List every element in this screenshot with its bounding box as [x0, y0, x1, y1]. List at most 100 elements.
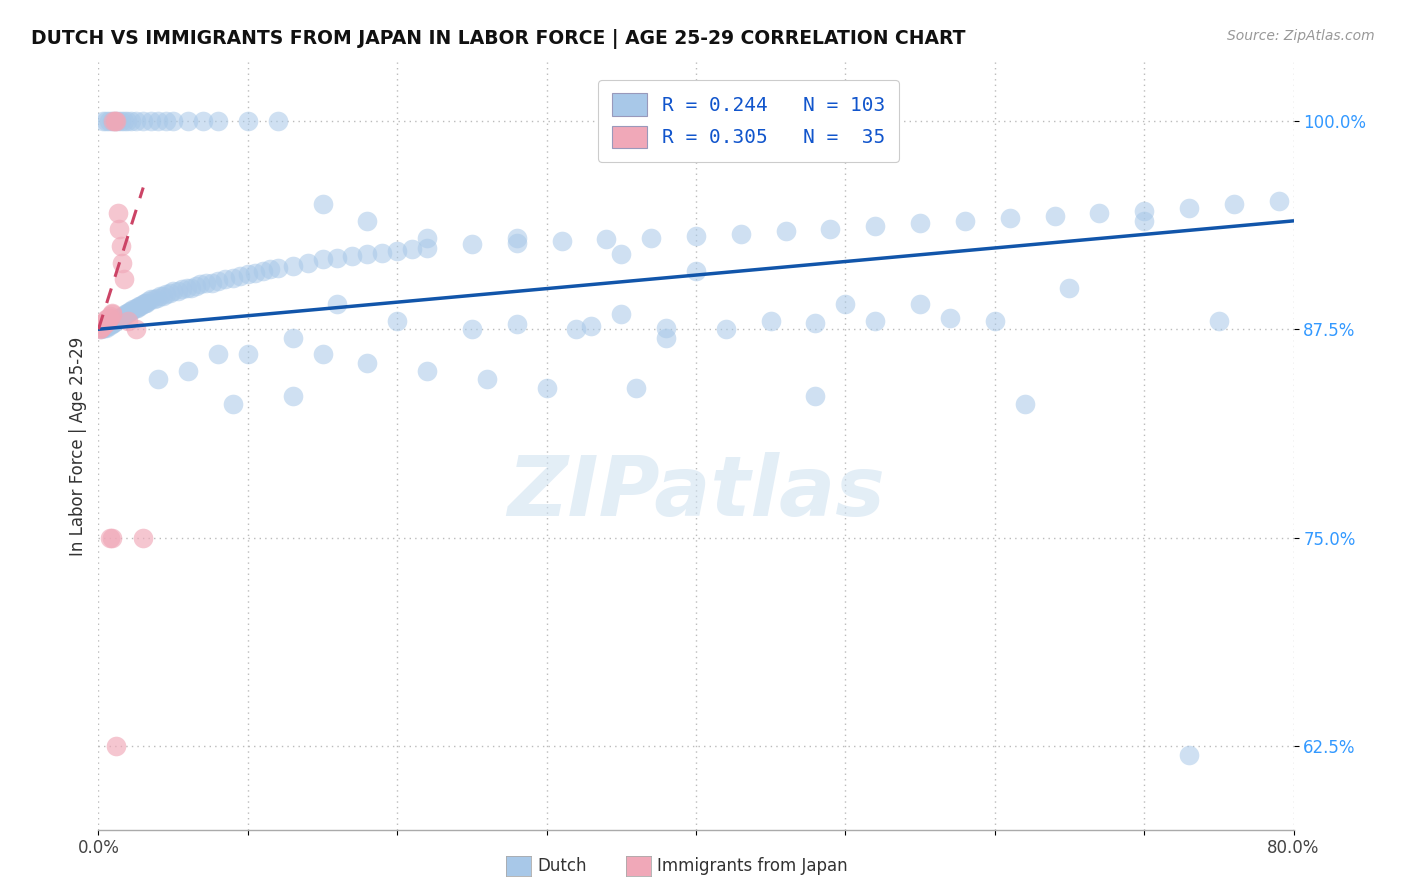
- Point: [775, 224, 797, 238]
- Point: [326, 251, 349, 265]
- Point: [385, 244, 409, 258]
- Point: [97, 318, 120, 332]
- Point: [506, 230, 529, 244]
- Point: [90, 320, 112, 334]
- Text: Immigrants from Japan: Immigrants from Japan: [657, 857, 848, 875]
- Point: [461, 237, 484, 252]
- Point: [98, 309, 122, 323]
- Point: [148, 113, 170, 128]
- Point: [236, 267, 259, 281]
- Point: [94, 312, 117, 326]
- Point: [177, 113, 200, 128]
- Point: [117, 314, 139, 328]
- Point: [236, 347, 259, 361]
- Point: [214, 272, 236, 286]
- Point: [98, 531, 122, 545]
- Point: [245, 266, 267, 280]
- Point: [149, 289, 172, 303]
- Point: [159, 285, 181, 300]
- Point: [162, 284, 184, 298]
- Point: [820, 222, 842, 236]
- Point: [93, 318, 115, 332]
- Point: [201, 276, 224, 290]
- Point: [188, 277, 211, 292]
- Point: [610, 307, 633, 321]
- Point: [342, 249, 364, 263]
- Point: [129, 299, 152, 313]
- Point: [1133, 203, 1156, 218]
- Point: [136, 293, 159, 308]
- Point: [118, 304, 141, 318]
- Point: [259, 262, 281, 277]
- Point: [714, 322, 737, 336]
- Point: [908, 297, 931, 311]
- Point: [804, 316, 827, 330]
- Point: [356, 247, 378, 261]
- Point: [984, 314, 1007, 328]
- Point: [166, 284, 188, 298]
- Point: [311, 252, 333, 267]
- Point: [94, 318, 117, 333]
- Point: [176, 280, 198, 294]
- Point: [107, 312, 129, 326]
- Point: [155, 113, 177, 128]
- Point: [96, 312, 118, 326]
- Point: [94, 320, 117, 334]
- Point: [1208, 314, 1230, 328]
- Point: [536, 381, 558, 395]
- Point: [93, 320, 115, 334]
- Point: [94, 113, 117, 128]
- Point: [834, 297, 856, 311]
- Point: [91, 318, 114, 333]
- Point: [939, 310, 962, 325]
- Point: [120, 304, 142, 318]
- Point: [91, 316, 114, 330]
- Point: [132, 113, 155, 128]
- Point: [104, 113, 127, 128]
- Point: [371, 245, 394, 260]
- Point: [281, 389, 304, 403]
- Point: [461, 322, 484, 336]
- Point: [112, 113, 135, 128]
- Point: [90, 322, 112, 336]
- Point: [110, 113, 132, 128]
- Point: [236, 113, 259, 128]
- Point: [326, 297, 349, 311]
- Point: [132, 531, 155, 545]
- Point: [356, 356, 378, 370]
- Point: [105, 739, 128, 754]
- Point: [112, 272, 135, 286]
- Point: [195, 276, 218, 290]
- Point: [550, 234, 572, 248]
- Point: [804, 389, 827, 403]
- Point: [121, 302, 143, 317]
- Point: [610, 247, 633, 261]
- Point: [104, 113, 127, 128]
- Point: [101, 307, 124, 321]
- Point: [127, 301, 149, 315]
- Point: [101, 531, 124, 545]
- Point: [128, 299, 150, 313]
- Point: [125, 322, 148, 336]
- Point: [1178, 201, 1201, 215]
- Point: [107, 205, 129, 219]
- Point: [132, 297, 155, 311]
- Point: [1059, 280, 1081, 294]
- Point: [139, 292, 162, 306]
- Point: [90, 318, 112, 332]
- Point: [281, 259, 304, 273]
- Text: ZIPatlas: ZIPatlas: [508, 451, 884, 533]
- Point: [96, 314, 118, 328]
- Point: [252, 264, 274, 278]
- Point: [506, 318, 529, 332]
- Point: [108, 222, 131, 236]
- Point: [172, 282, 194, 296]
- Point: [908, 215, 931, 229]
- Point: [865, 314, 887, 328]
- Point: [416, 230, 439, 244]
- Point: [120, 113, 142, 128]
- Point: [111, 255, 134, 269]
- Point: [1043, 209, 1066, 223]
- Point: [655, 320, 678, 334]
- Point: [110, 239, 132, 253]
